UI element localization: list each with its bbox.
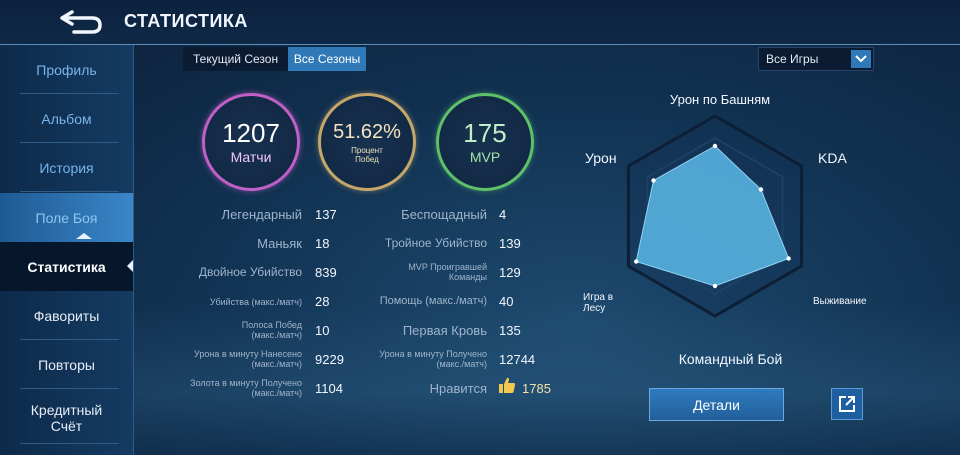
sidebar-item-profile[interactable]: Профиль xyxy=(0,45,133,94)
divider xyxy=(20,443,119,444)
stat-value-gold-per-min: 1104 xyxy=(315,381,343,396)
mvp-label: MVP xyxy=(469,149,501,165)
stat-label-mvp-losing-team: MVP Проигравшей Команды xyxy=(408,262,487,282)
stat-label-max-kills: Убийства (макс./матч) xyxy=(209,297,302,307)
radar-label-teamfight: Командный Бой xyxy=(678,351,783,367)
page-title: СТАТИСТИКА xyxy=(124,11,248,31)
radar-label-jungling: Игра в Лесу xyxy=(583,292,614,314)
season-tabs: Текущий Сезон Все Сезоны xyxy=(183,47,367,71)
sidebar-item-history[interactable]: История xyxy=(0,143,133,192)
stat-label-damage-dealt-per-min: Урона в минуту Нанесено (макс./матч) xyxy=(194,349,302,369)
radar-point-top xyxy=(712,143,718,149)
stat-value-maniac: 18 xyxy=(315,236,330,251)
thumbs-up-icon[interactable] xyxy=(498,376,516,394)
collapse-caret-icon xyxy=(76,233,92,239)
back-arrow-icon xyxy=(60,10,102,34)
sidebar-item-battlefield[interactable]: Поле Боя xyxy=(0,193,133,242)
winrate-label: Процент Побед xyxy=(351,145,383,164)
selected-marker-icon xyxy=(127,260,133,272)
sidebar-item-label: Фавориты xyxy=(33,307,100,324)
stat-label-triple-kill: Тройное Убийство xyxy=(384,236,487,250)
stat-label-maniac: Маньяк xyxy=(257,236,302,251)
sidebar-item-label: Поле Боя xyxy=(35,209,98,226)
sidebar-item-label: Кредитный Счёт xyxy=(30,402,103,434)
stat-value-double-kill: 839 xyxy=(315,265,337,280)
radar-label-kda: KDA xyxy=(818,150,847,166)
stat-label-win-streak: Полоса Побед (макс./матч) xyxy=(241,320,302,340)
divider xyxy=(20,93,119,94)
stat-value-savage: 4 xyxy=(499,207,507,222)
share-external-icon xyxy=(839,396,855,412)
stat-value-max-assists: 40 xyxy=(499,294,514,309)
game-filter-dropdown[interactable]: Все Игры xyxy=(758,47,874,71)
performance-radar-chart xyxy=(626,114,804,318)
winrate-summary: 51.62% Процент Побед xyxy=(318,93,416,191)
stat-label-double-kill: Двойное Убийство xyxy=(198,265,302,279)
mvp-value: 175 xyxy=(463,118,507,148)
radar-label-damage: Урон xyxy=(585,150,617,166)
radar-point-bottom xyxy=(712,283,718,289)
stat-label-gold-per-min: Золота в минуту Получено (макс./матч) xyxy=(190,378,302,398)
stat-label-first-blood: Первая Кровь xyxy=(402,323,487,338)
radar-point-upper-right xyxy=(758,187,764,192)
likes-value: 1785 xyxy=(522,381,551,396)
sidebar-item-label: Профиль xyxy=(36,61,97,78)
sidebar-item-replays[interactable]: Повторы xyxy=(0,340,133,389)
stat-value-mvp-losing-team: 129 xyxy=(499,265,521,280)
divider xyxy=(20,339,119,340)
stat-value-win-streak: 10 xyxy=(315,323,330,338)
sidebar-item-label: Статистика xyxy=(27,258,106,275)
likes-label: Нравится xyxy=(429,381,487,396)
radar-ring xyxy=(646,137,784,295)
matches-summary: 1207 Матчи xyxy=(202,93,300,191)
share-button[interactable] xyxy=(831,388,863,420)
matches-label: Матчи xyxy=(230,149,272,165)
radar-label-survival: Выживание xyxy=(813,296,867,307)
stat-label-savage: Беспощадный xyxy=(401,207,487,222)
game-filter-value: Все Игры xyxy=(766,52,819,66)
radar-point-lower-left xyxy=(633,259,639,264)
stat-value-damage-taken-per-min: 12744 xyxy=(499,352,536,367)
stat-value-first-blood: 135 xyxy=(499,323,521,338)
radar-label-tower-damage: Урон по Башням xyxy=(669,92,771,107)
sidebar: Профиль Альбом История Поле Боя Статисти… xyxy=(0,45,134,455)
stat-label-damage-taken-per-min: Урона в минуту Получено (макс./матч) xyxy=(379,349,487,369)
tab-all-seasons[interactable]: Все Сезоны xyxy=(288,47,367,71)
tab-current-season[interactable]: Текущий Сезон xyxy=(183,47,289,71)
stat-value-triple-kill: 139 xyxy=(499,236,521,251)
divider xyxy=(20,142,119,143)
stat-label-legendary: Легендарный xyxy=(221,207,302,222)
sidebar-item-label: История xyxy=(39,159,94,176)
sidebar-item-label: Альбом xyxy=(41,110,92,127)
sidebar-item-statistics[interactable]: Статистика xyxy=(0,242,133,291)
sidebar-item-credit-score[interactable]: Кредитный Счёт xyxy=(0,392,133,444)
stat-value-damage-dealt-per-min: 9229 xyxy=(315,352,344,367)
top-bar: СТАТИСТИКА xyxy=(0,0,960,45)
back-button[interactable] xyxy=(58,6,106,36)
stat-value-legendary: 137 xyxy=(315,207,337,222)
radar-point-lower-right xyxy=(786,256,791,261)
mvp-summary: 175 MVP xyxy=(436,93,534,191)
radar-point-upper-left xyxy=(651,178,656,183)
stat-label-max-assists: Помощь (макс./матч) xyxy=(379,295,487,307)
details-button[interactable]: Детали xyxy=(649,388,784,421)
sidebar-item-album[interactable]: Альбом xyxy=(0,94,133,143)
matches-value: 1207 xyxy=(222,118,280,148)
sidebar-item-favorites[interactable]: Фавориты xyxy=(0,291,133,340)
chevron-down-icon xyxy=(851,50,871,68)
winrate-value: 51.62% xyxy=(333,120,401,143)
divider xyxy=(20,388,119,389)
sidebar-item-label: Повторы xyxy=(38,356,95,373)
stat-value-max-kills: 28 xyxy=(315,294,330,309)
divider xyxy=(20,191,119,192)
